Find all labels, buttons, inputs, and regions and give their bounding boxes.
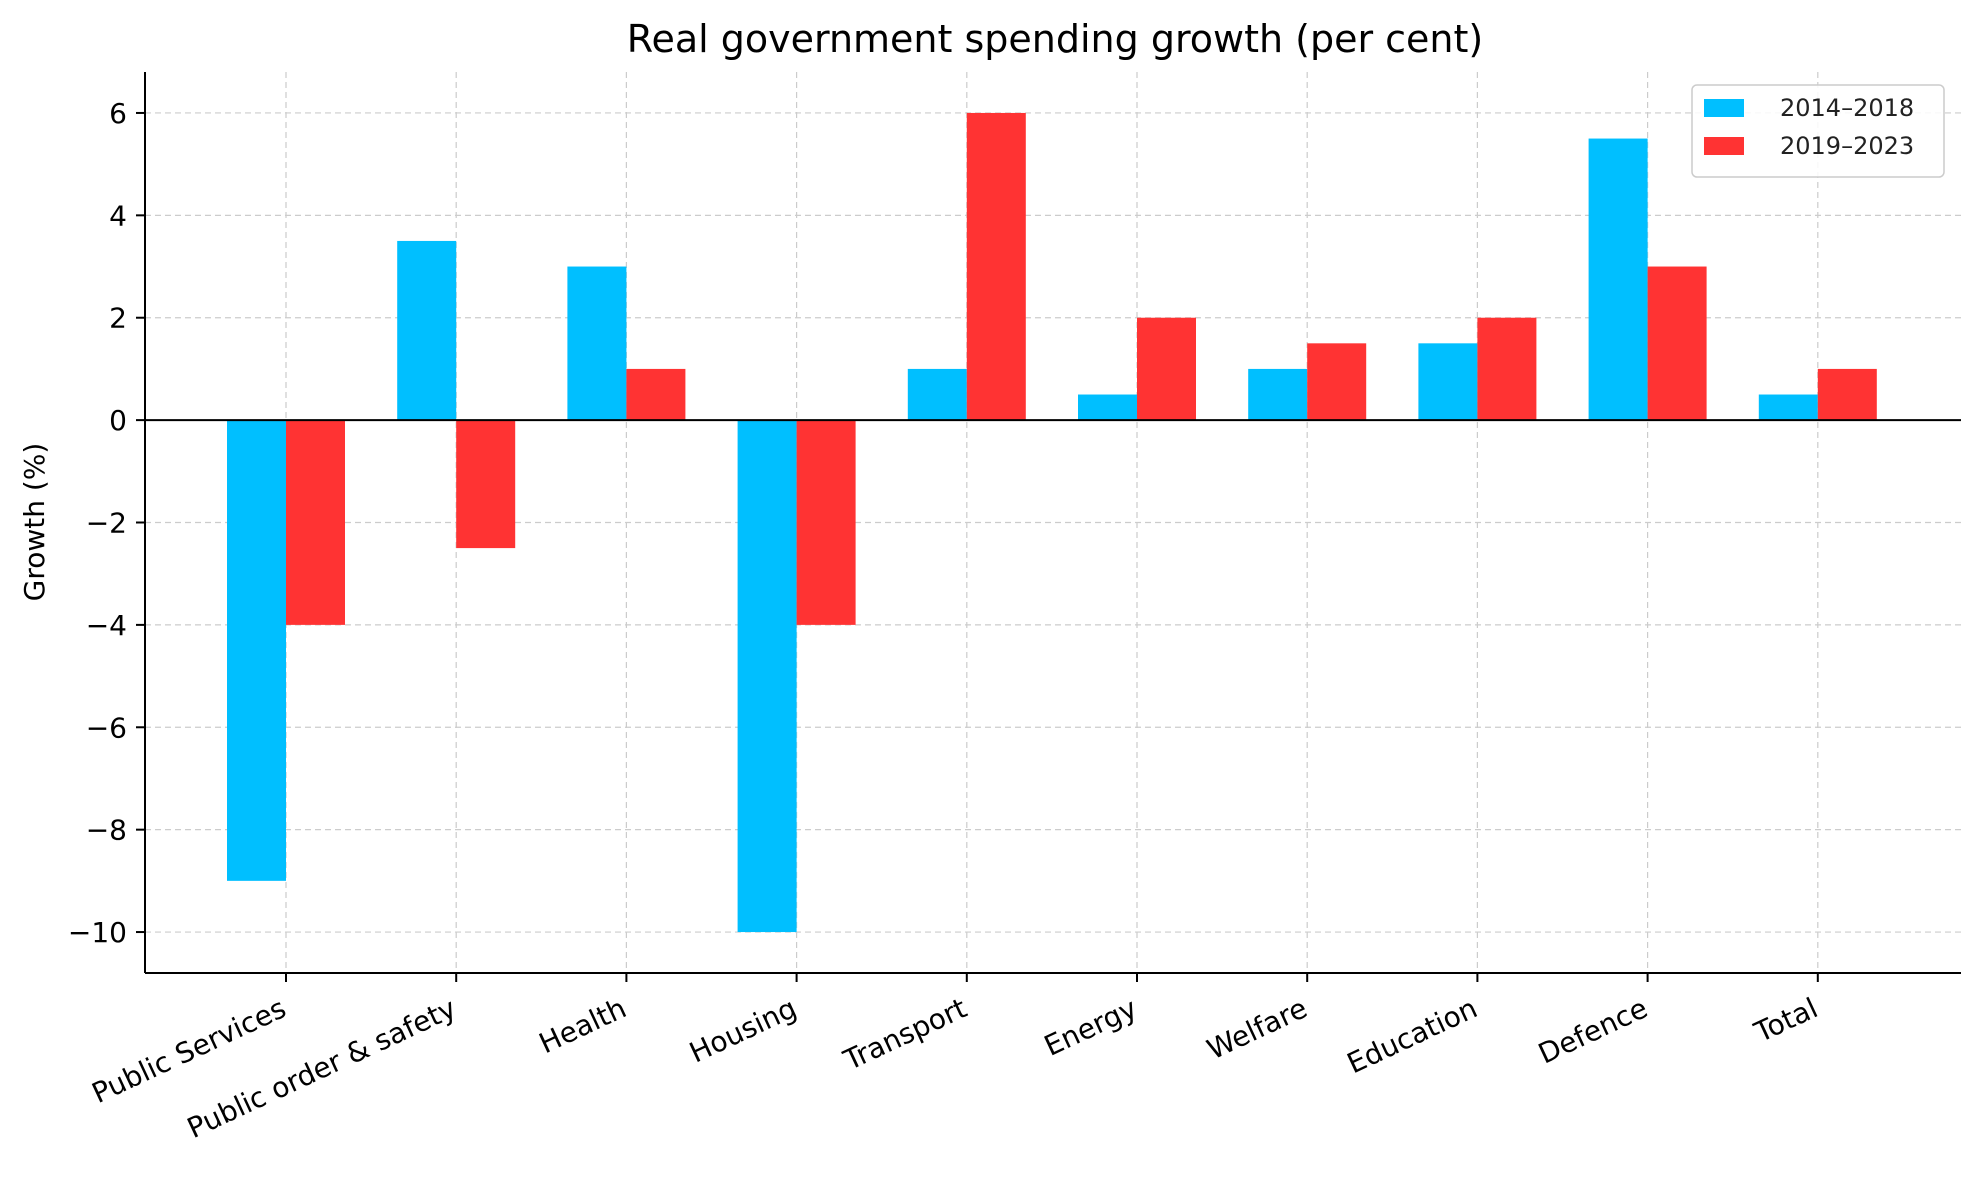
legend-swatch xyxy=(1704,99,1744,117)
y-tick-label: −6 xyxy=(86,711,127,744)
y-tick-label: 4 xyxy=(109,199,127,232)
x-tick-label: Transport xyxy=(838,991,972,1077)
y-tick-label: 0 xyxy=(109,404,127,437)
y-tick-label: −10 xyxy=(68,916,127,949)
bar xyxy=(1418,343,1478,421)
bar xyxy=(397,240,457,421)
bar xyxy=(1137,317,1196,421)
chart-title: Real government spending growth (per cen… xyxy=(627,17,1483,61)
bar xyxy=(1248,368,1308,421)
x-tick-label: Health xyxy=(534,991,631,1060)
bar xyxy=(1758,394,1818,421)
bar xyxy=(737,420,797,933)
bar xyxy=(1817,368,1877,421)
bar xyxy=(1647,266,1707,421)
bar xyxy=(1588,138,1648,421)
bar xyxy=(1307,343,1367,421)
bars-layer xyxy=(227,112,1877,933)
legend-swatch xyxy=(1704,137,1744,155)
x-tick-label: Total xyxy=(1749,991,1823,1049)
bar xyxy=(567,266,627,421)
x-tick-label: Public order & safety xyxy=(182,991,461,1145)
bar xyxy=(626,368,686,421)
y-tick-label: 6 xyxy=(109,97,127,130)
x-tick-label: Welfare xyxy=(1202,991,1312,1066)
x-tick-label: Defence xyxy=(1533,991,1652,1070)
bar xyxy=(1477,317,1537,421)
bar xyxy=(456,420,516,549)
y-tick-label: 2 xyxy=(109,302,127,335)
y-tick-label: −8 xyxy=(86,814,127,847)
bar xyxy=(286,420,345,625)
bar xyxy=(796,420,856,625)
bar xyxy=(1078,394,1137,421)
y-tick-label: −4 xyxy=(86,609,127,642)
legend-box xyxy=(1691,84,1945,178)
bar xyxy=(227,420,286,881)
grid-layer xyxy=(145,72,1961,973)
y-tick-label: −2 xyxy=(86,507,127,540)
legend: 2014–2018 2019–2023 xyxy=(1691,84,1945,178)
legend-label: 2019–2023 xyxy=(1780,132,1914,160)
legend-label: 2014–2018 xyxy=(1780,94,1914,122)
x-tick-label: Education xyxy=(1342,991,1482,1080)
x-tick-label: Housing xyxy=(684,991,801,1069)
bar xyxy=(966,112,1026,421)
y-axis-label: Growth (%) xyxy=(18,443,51,602)
x-tick-label: Energy xyxy=(1039,991,1142,1062)
bar xyxy=(907,368,967,421)
